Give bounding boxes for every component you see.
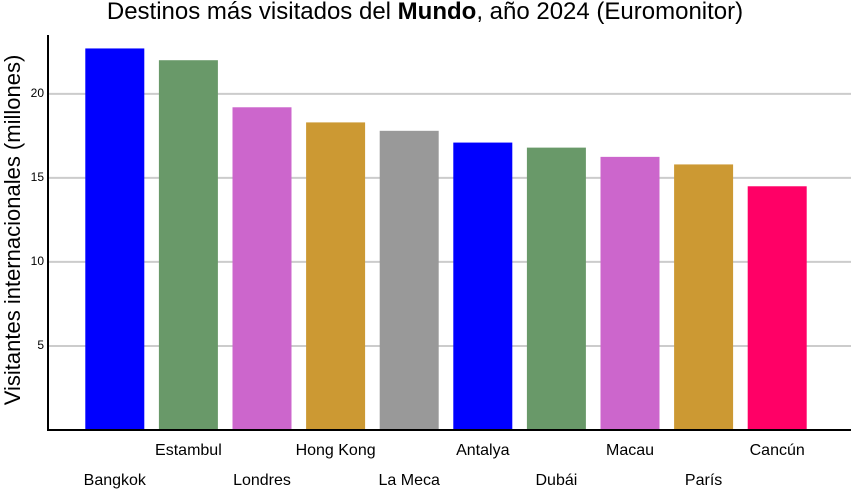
x-tick-label: La Meca <box>379 472 440 489</box>
x-tick-label: Dubái <box>535 472 577 489</box>
bar <box>306 122 366 430</box>
bar <box>600 156 660 431</box>
x-tick-label: Estambul <box>155 442 222 459</box>
bar <box>453 142 513 430</box>
bar <box>85 48 145 430</box>
x-tick-label: Londres <box>233 472 291 489</box>
y-tick-label: 20 <box>31 86 45 100</box>
x-tick-label: Cancún <box>750 442 805 459</box>
x-tick-label: Antalya <box>456 442 509 459</box>
x-tick-label: Bangkok <box>84 472 147 489</box>
bar <box>747 186 807 430</box>
bar <box>526 147 586 431</box>
bar <box>232 107 292 430</box>
bar <box>379 130 439 430</box>
x-tick-label: Macau <box>606 442 654 459</box>
title-part: Destinos más visitados del <box>107 0 398 25</box>
chart-title: Destinos más visitados del Mundo, año 20… <box>107 0 743 25</box>
y-tick-label: 5 <box>37 338 44 352</box>
x-tick-label: Hong Kong <box>296 442 376 459</box>
y-tick-label: 15 <box>31 170 45 184</box>
x-tick-label: París <box>685 472 722 489</box>
title-part: Mundo <box>398 0 477 25</box>
title-part: , año 2024 (Euromonitor) <box>476 0 743 25</box>
bar <box>674 164 734 430</box>
y-tick-label: 10 <box>31 254 45 268</box>
bar <box>158 60 218 430</box>
y-axis-label: Visitantes internacionales (millones) <box>0 55 25 406</box>
